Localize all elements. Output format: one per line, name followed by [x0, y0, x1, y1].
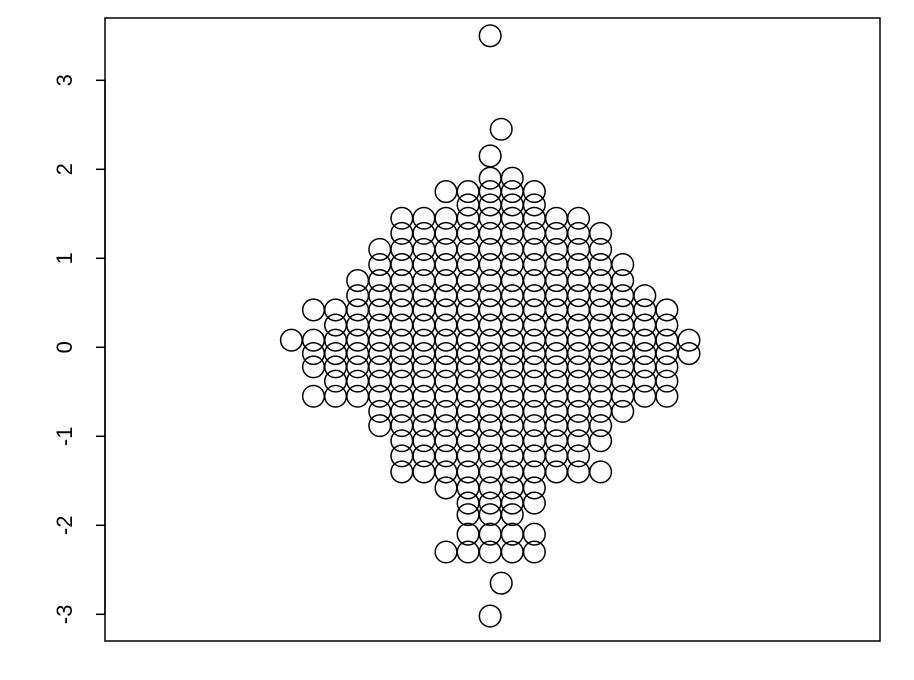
y-tick-label: -1: [52, 427, 77, 447]
y-tick-label: 2: [52, 163, 77, 175]
y-tick-label: 0: [52, 341, 77, 353]
y-tick-label: -2: [52, 516, 77, 536]
y-tick-label: 3: [52, 74, 77, 86]
beeswarm-chart: -3 -2 -1 0 1 2 3: [0, 0, 914, 680]
chart-svg: -3 -2 -1 0 1 2 3: [0, 0, 914, 680]
y-tick-label: -3: [52, 605, 77, 625]
y-tick-label: 1: [52, 252, 77, 264]
